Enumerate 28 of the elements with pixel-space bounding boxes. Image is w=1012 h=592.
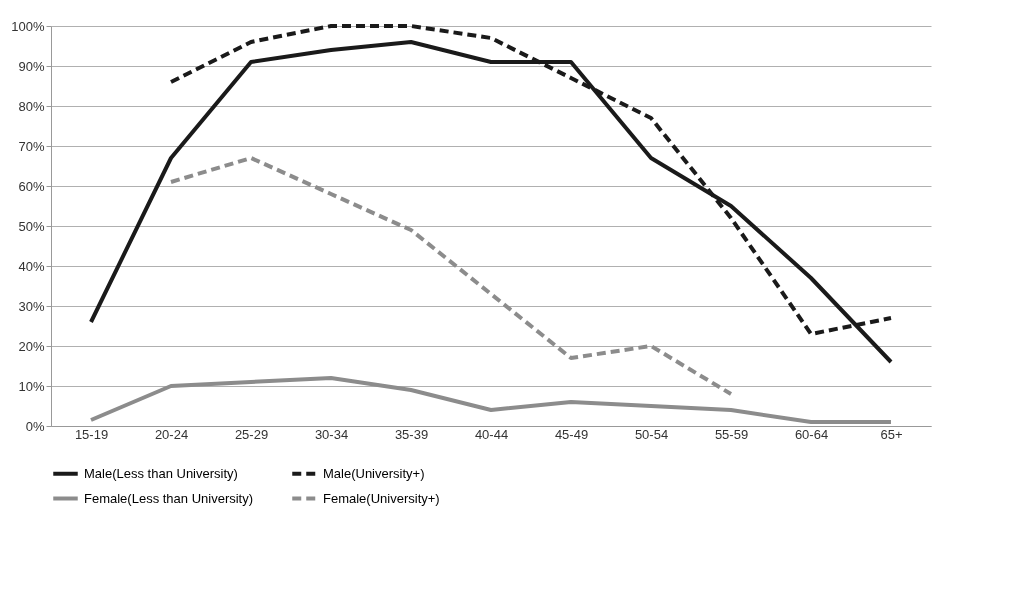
legend-label: Female(Less than University) <box>84 490 254 506</box>
x-tick-label: 50-54 <box>634 426 669 442</box>
y-tick-label: 60% <box>18 178 45 194</box>
y-tick-label: 40% <box>18 258 45 274</box>
x-tick-label: 65+ <box>880 426 903 442</box>
line-series <box>89 376 893 424</box>
x-tick-label: 15-19 <box>74 426 109 442</box>
x-tick-label: 25-29 <box>234 426 269 442</box>
y-tick-label: 50% <box>18 218 45 234</box>
legend-label: Female(University+) <box>323 490 440 506</box>
y-tick-label: 0% <box>25 418 45 434</box>
y-tick-label: 20% <box>18 338 45 354</box>
legend-label: Male(University+) <box>323 465 425 481</box>
legend-label: Male(Less than University) <box>84 465 238 481</box>
x-tick-label: 60-64 <box>794 426 829 442</box>
line-series <box>169 156 733 396</box>
x-tick-label: 35-39 <box>394 426 429 442</box>
x-tick-label: 20-24 <box>154 426 189 442</box>
x-tick-label: 40-44 <box>474 426 509 442</box>
y-tick-label: 80% <box>18 98 45 114</box>
y-tick-label: 90% <box>18 58 45 74</box>
y-tick-label: 10% <box>18 378 45 394</box>
x-tick-label: 45-49 <box>554 426 589 442</box>
y-tick-label: 70% <box>18 138 45 154</box>
x-tick-label: 55-59 <box>714 426 749 442</box>
x-tick-label: 30-34 <box>314 426 349 442</box>
y-tick-label: 100% <box>11 18 45 34</box>
y-tick-label: 30% <box>18 298 45 314</box>
